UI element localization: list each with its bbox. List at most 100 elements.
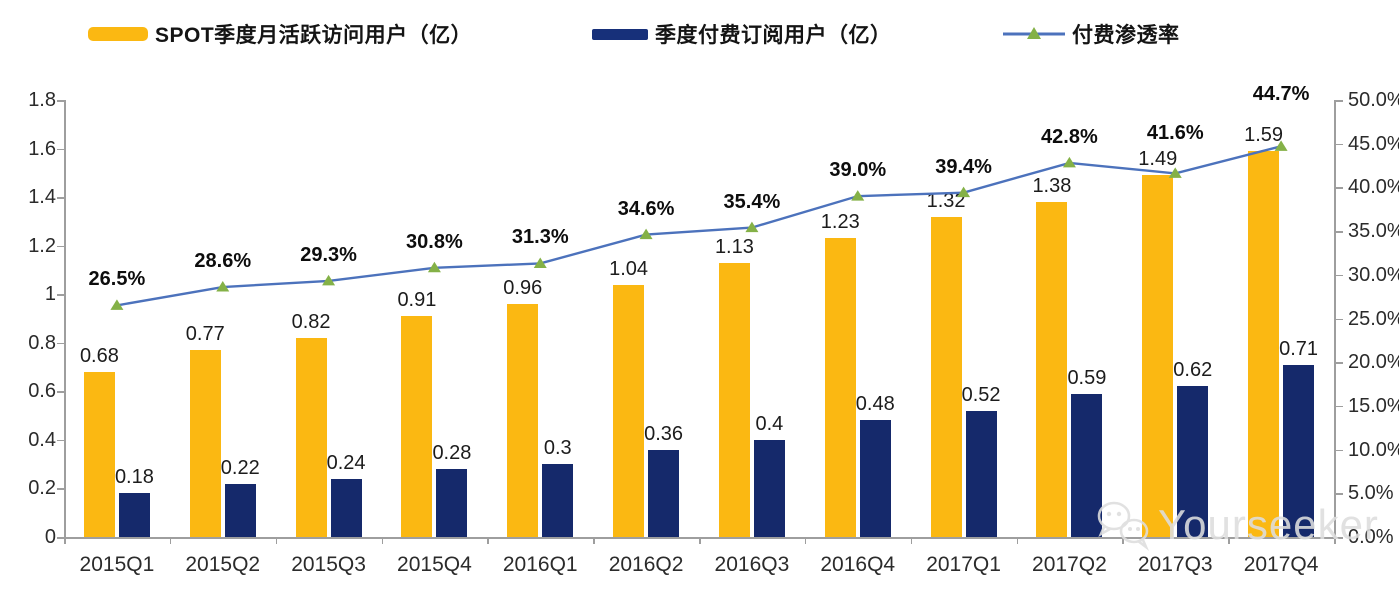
watermark: Yourseeker — [1094, 498, 1379, 552]
x-axis-label: 2015Q1 — [79, 553, 155, 576]
y-axis-left-label: 0.6 — [28, 380, 56, 403]
penetration-value-label: 39.4% — [935, 155, 992, 178]
y-axis-right-label: 15.0% — [1348, 394, 1399, 417]
bar-value-label-mau: 0.68 — [79, 344, 119, 367]
y-axis-right-label: 30.0% — [1348, 263, 1399, 286]
watermark-text: Yourseeker — [1158, 501, 1379, 548]
penetration-value-label: 29.3% — [300, 243, 357, 266]
penetration-value-label: 35.4% — [723, 190, 781, 213]
bar-value-label-paid: 0.28 — [432, 442, 472, 465]
bar-value-label-mau: 1.04 — [609, 257, 649, 280]
y-axis-left-tick — [57, 148, 64, 151]
y-axis-right-tick — [1336, 362, 1343, 364]
y-axis-right-tick — [1336, 318, 1343, 320]
y-axis-right-tick — [1336, 187, 1343, 189]
y-axis-right-label: 20.0% — [1348, 351, 1399, 374]
y-axis-right-label: 35.0% — [1348, 220, 1399, 243]
y-axis-left-tick — [57, 439, 64, 442]
x-axis-label: 2015Q2 — [185, 553, 261, 576]
bar-paid — [224, 483, 256, 537]
x-axis-label: 2017Q2 — [1032, 553, 1107, 576]
bar-value-label-paid: 0.22 — [220, 456, 260, 479]
x-axis-tick — [1016, 537, 1018, 544]
y-axis-left-label: 1.8 — [28, 89, 56, 111]
bar-value-label-mau: 1.23 — [820, 211, 860, 234]
y-axis-right-tick — [1336, 493, 1343, 495]
penetration-marker — [1062, 156, 1076, 168]
y-axis-left-tick — [57, 245, 64, 248]
axis-line-left — [64, 100, 66, 537]
x-axis-label: 2016Q1 — [502, 553, 578, 576]
legend-label-mau: SPOT季度月活跃访问用户（亿） — [155, 24, 473, 47]
bar-mau — [83, 371, 115, 537]
x-axis-tick — [699, 537, 701, 544]
x-axis-tick — [1228, 537, 1230, 544]
y-axis-left-label: 0.2 — [28, 477, 56, 500]
y-axis-left-label: 0 — [44, 526, 56, 548]
y-axis-right-tick — [1336, 274, 1343, 277]
bar-value-label-mau: 0.82 — [291, 310, 331, 333]
bar-value-label-paid: 0.24 — [326, 451, 366, 474]
penetration-marker — [216, 281, 230, 292]
x-axis-label: 2016Q2 — [608, 553, 684, 576]
y-axis-left-label: 0.8 — [28, 331, 56, 354]
x-axis-tick — [1122, 537, 1124, 544]
penetration-value-label: 31.3% — [511, 226, 569, 249]
penetration-marker — [533, 257, 547, 268]
bar-value-label-mau: 1.32 — [926, 189, 966, 212]
x-axis-tick — [64, 537, 66, 544]
y-axis-right-tick — [1336, 537, 1343, 539]
y-axis-right-label: 5.0% — [1348, 482, 1394, 505]
bar-value-label-paid: 0.62 — [1173, 359, 1213, 382]
y-axis-right-tick — [1336, 231, 1343, 233]
x-axis-tick — [1334, 537, 1336, 544]
legend-swatch-penetration-line — [1003, 27, 1065, 39]
bar-paid — [859, 420, 891, 537]
y-axis-left-tick — [57, 488, 64, 490]
y-axis-left-tick — [57, 197, 64, 199]
bar-value-label-mau: 0.91 — [397, 289, 437, 312]
x-axis-label: 2015Q3 — [291, 553, 366, 576]
y-axis-left-label: 1.6 — [28, 137, 56, 160]
x-axis-label: 2017Q3 — [1137, 553, 1213, 576]
legend-item-mau: SPOT季度月活跃访问用户（亿） — [88, 20, 472, 48]
penetration-value-label: 44.7% — [1252, 83, 1310, 106]
bar-paid — [436, 469, 468, 537]
bar-value-label-paid: 0.18 — [114, 466, 154, 489]
legend-label-penetration: 付费渗透率 — [1072, 24, 1180, 47]
bar-value-label-paid: 0.52 — [961, 383, 1001, 406]
penetration-value-label: 28.6% — [194, 250, 252, 273]
bar-mau — [1142, 175, 1174, 537]
legend-item-penetration: 付费渗透率 — [1003, 20, 1180, 48]
bar-value-label-mau: 1.13 — [714, 235, 754, 258]
y-axis-left-label: 1.2 — [28, 234, 56, 257]
y-axis-right-tick — [1336, 143, 1343, 146]
bar-mau — [930, 216, 962, 537]
bar-value-label-paid: 0.71 — [1279, 337, 1319, 360]
penetration-marker — [745, 221, 759, 233]
legend-label-paid: 季度付费订阅用户（亿） — [655, 24, 892, 47]
bar-value-label-paid: 0.3 — [543, 437, 572, 460]
bar-value-label-paid: 0.48 — [855, 393, 895, 416]
penetration-value-label: 42.8% — [1041, 125, 1098, 148]
bar-value-label-paid: 0.36 — [644, 422, 684, 445]
bar-paid — [1071, 393, 1103, 537]
x-axis-label: 2017Q4 — [1243, 553, 1319, 576]
y-axis-left-tick — [57, 294, 64, 296]
penetration-marker — [427, 261, 441, 273]
bar-paid — [1283, 364, 1315, 537]
penetration-marker — [851, 190, 865, 201]
axis-line-right — [1334, 100, 1336, 537]
bar-paid — [753, 439, 785, 537]
bar-paid — [1177, 386, 1209, 537]
bar-paid — [542, 464, 574, 537]
y-axis-right-label: 50.0% — [1348, 89, 1399, 111]
y-axis-right-label: 40.0% — [1348, 176, 1399, 199]
bar-value-label-mau: 1.49 — [1138, 148, 1178, 171]
y-axis-left-tick — [57, 342, 64, 345]
bar-mau — [507, 303, 539, 537]
y-axis-left-tick — [57, 391, 64, 393]
y-axis-right-tick — [1336, 405, 1343, 408]
legend-item-paid: 季度付费订阅用户（亿） — [592, 20, 892, 48]
bar-mau — [824, 238, 856, 537]
